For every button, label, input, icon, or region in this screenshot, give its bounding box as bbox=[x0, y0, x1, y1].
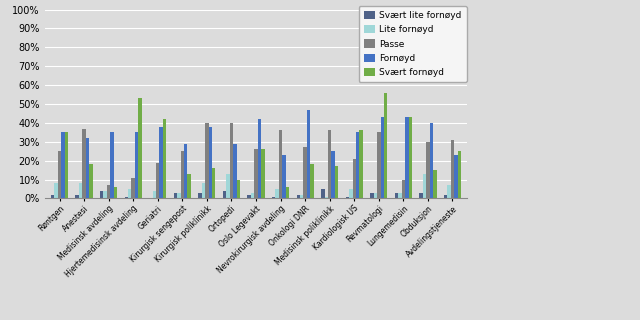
Bar bbox=[128, 189, 131, 198]
Bar bbox=[202, 183, 205, 198]
Bar bbox=[180, 151, 184, 198]
Bar bbox=[152, 191, 156, 198]
Bar bbox=[272, 196, 275, 198]
Bar bbox=[114, 187, 117, 198]
Bar bbox=[76, 195, 79, 198]
Bar bbox=[429, 123, 433, 198]
Bar bbox=[131, 178, 135, 198]
Bar bbox=[321, 189, 324, 198]
Bar bbox=[173, 193, 177, 198]
Bar bbox=[346, 196, 349, 198]
Bar bbox=[310, 164, 314, 198]
Bar bbox=[454, 155, 458, 198]
Bar bbox=[398, 193, 402, 198]
Bar bbox=[307, 110, 310, 198]
Bar bbox=[275, 189, 279, 198]
Bar bbox=[370, 193, 374, 198]
Bar bbox=[54, 183, 58, 198]
Bar bbox=[395, 193, 398, 198]
Bar bbox=[458, 151, 461, 198]
Bar bbox=[163, 119, 166, 198]
Bar bbox=[65, 132, 68, 198]
Bar bbox=[374, 193, 377, 198]
Bar bbox=[285, 187, 289, 198]
Bar bbox=[279, 131, 282, 198]
Bar bbox=[356, 132, 360, 198]
Legend: Svært lite fornøyd, Lite fornøyd, Passe, Fornøyd, Svært fornøyd: Svært lite fornøyd, Lite fornøyd, Passe,… bbox=[358, 6, 467, 82]
Bar bbox=[303, 148, 307, 198]
Bar bbox=[223, 191, 227, 198]
Bar bbox=[384, 93, 387, 198]
Bar bbox=[300, 195, 303, 198]
Bar bbox=[51, 195, 54, 198]
Bar bbox=[205, 123, 209, 198]
Bar bbox=[177, 193, 180, 198]
Bar bbox=[159, 127, 163, 198]
Bar bbox=[79, 183, 83, 198]
Bar bbox=[254, 149, 258, 198]
Bar bbox=[261, 149, 264, 198]
Bar bbox=[296, 195, 300, 198]
Bar bbox=[258, 119, 261, 198]
Bar bbox=[426, 142, 429, 198]
Bar bbox=[237, 180, 240, 198]
Bar bbox=[138, 98, 142, 198]
Bar bbox=[110, 132, 114, 198]
Bar bbox=[58, 151, 61, 198]
Bar bbox=[188, 174, 191, 198]
Bar bbox=[227, 174, 230, 198]
Bar bbox=[198, 193, 202, 198]
Bar bbox=[377, 132, 381, 198]
Bar bbox=[360, 131, 363, 198]
Bar bbox=[324, 196, 328, 198]
Bar bbox=[408, 117, 412, 198]
Bar bbox=[328, 131, 332, 198]
Bar bbox=[89, 164, 93, 198]
Bar bbox=[349, 189, 353, 198]
Bar bbox=[282, 155, 285, 198]
Bar bbox=[233, 144, 237, 198]
Bar bbox=[419, 193, 423, 198]
Bar bbox=[156, 163, 159, 198]
Bar bbox=[83, 129, 86, 198]
Bar bbox=[447, 185, 451, 198]
Bar bbox=[335, 166, 339, 198]
Bar bbox=[405, 117, 408, 198]
Bar bbox=[104, 191, 107, 198]
Bar bbox=[251, 193, 254, 198]
Bar bbox=[423, 174, 426, 198]
Bar bbox=[86, 138, 89, 198]
Bar bbox=[230, 123, 233, 198]
Bar bbox=[402, 180, 405, 198]
Bar bbox=[433, 170, 436, 198]
Bar bbox=[61, 132, 65, 198]
Bar bbox=[353, 159, 356, 198]
Bar bbox=[184, 144, 188, 198]
Bar bbox=[107, 185, 110, 198]
Bar bbox=[332, 151, 335, 198]
Bar bbox=[209, 127, 212, 198]
Bar bbox=[451, 140, 454, 198]
Bar bbox=[212, 168, 216, 198]
Bar bbox=[248, 195, 251, 198]
Bar bbox=[125, 196, 128, 198]
Bar bbox=[444, 195, 447, 198]
Bar bbox=[135, 132, 138, 198]
Bar bbox=[381, 117, 384, 198]
Bar bbox=[100, 191, 104, 198]
